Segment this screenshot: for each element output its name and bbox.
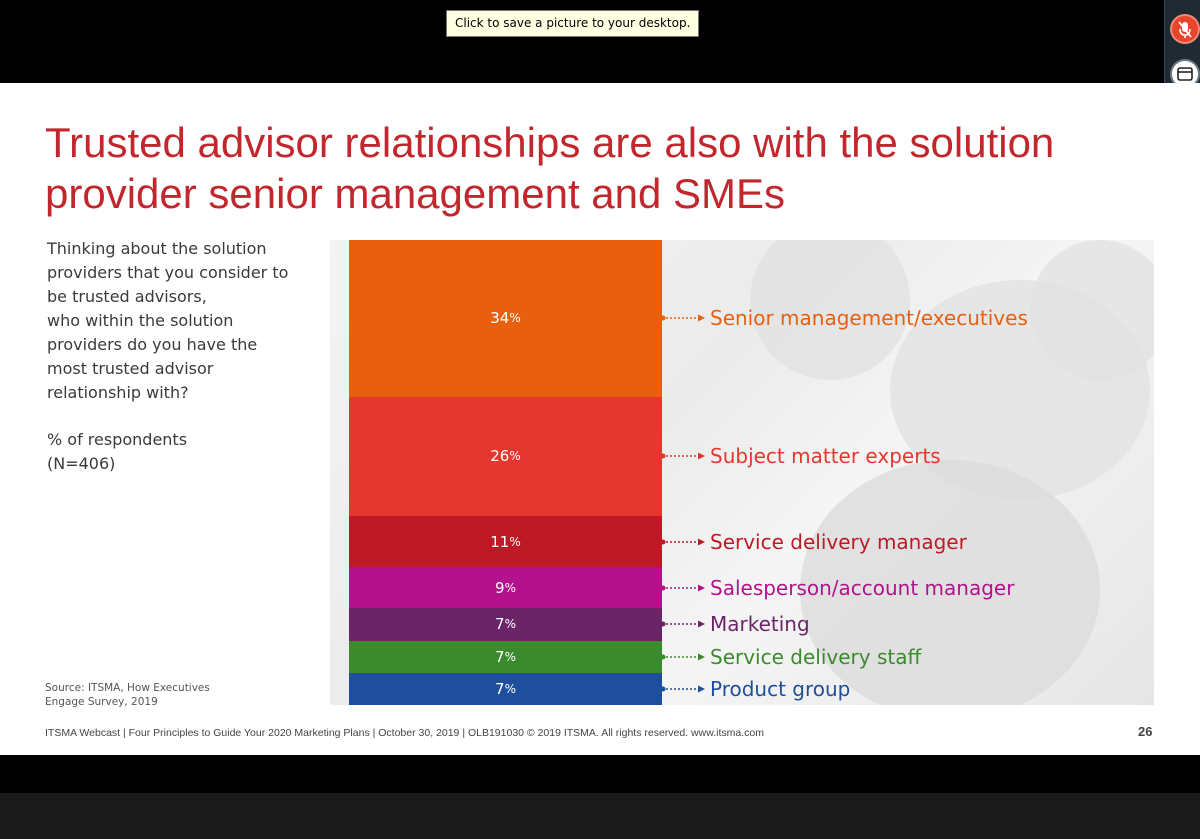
question-line: providers that you consider to bbox=[47, 263, 289, 282]
page-number: 26 bbox=[1138, 724, 1153, 739]
tooltip-text: Click to save a picture to your desktop. bbox=[455, 16, 691, 30]
bar-value-label: 26 bbox=[490, 447, 510, 466]
slide-footer: ITSMA Webcast | Four Principles to Guide… bbox=[45, 727, 764, 739]
bar-value-label: 7 bbox=[495, 615, 505, 634]
dotted-arrow-icon bbox=[660, 653, 705, 661]
category-label: Salesperson/account manager bbox=[660, 576, 1014, 600]
question-line: who within the solution bbox=[47, 311, 234, 330]
bottom-dark-bar bbox=[0, 793, 1200, 839]
stacked-bar-chart: 34% 26% 11% 9% 7% 7% 7% bbox=[349, 240, 662, 705]
dotted-arrow-icon bbox=[660, 584, 705, 592]
presentation-slide: Trusted advisor relationships are also w… bbox=[0, 83, 1200, 755]
source-line: Engage Survey, 2019 bbox=[45, 696, 158, 708]
category-label: Marketing bbox=[660, 612, 810, 636]
bar-segment: 7% bbox=[349, 640, 662, 673]
bar-segment: 11% bbox=[349, 516, 662, 567]
category-label: Product group bbox=[660, 677, 850, 701]
category-label-text: Service delivery manager bbox=[710, 529, 967, 554]
window-icon[interactable] bbox=[1172, 61, 1198, 87]
bar-unit-label: % bbox=[509, 311, 521, 326]
question-line: relationship with? bbox=[47, 383, 189, 402]
category-label-text: Service delivery staff bbox=[710, 644, 922, 669]
bar-unit-label: % bbox=[509, 449, 521, 464]
bar-unit-label: % bbox=[504, 617, 516, 632]
question-line: Thinking about the solution bbox=[47, 239, 267, 258]
category-label-text: Subject matter experts bbox=[710, 444, 941, 469]
bar-segment: 7% bbox=[349, 672, 662, 705]
bar-unit-label: % bbox=[504, 580, 516, 595]
bar-value-label: 7 bbox=[495, 679, 505, 698]
bar-segment: 26% bbox=[349, 396, 662, 517]
question-line: providers do you have the bbox=[47, 335, 258, 354]
bar-value-label: 11 bbox=[490, 532, 510, 551]
dotted-arrow-icon bbox=[660, 685, 705, 693]
category-label-text: Salesperson/account manager bbox=[710, 575, 1015, 600]
respondents-count: (N=406) bbox=[47, 454, 116, 473]
source-line: Source: ITSMA, How Executives bbox=[45, 682, 210, 694]
slide-title: Trusted advisor relationships are also w… bbox=[45, 119, 1055, 217]
bar-segment: 9% bbox=[349, 566, 662, 609]
source-note: Source: ITSMA, How Executives Engage Sur… bbox=[45, 681, 245, 709]
category-label: Senior management/executives bbox=[660, 306, 1028, 330]
mute-mic-icon[interactable] bbox=[1172, 16, 1198, 42]
category-label: Subject matter experts bbox=[660, 444, 941, 468]
save-picture-tooltip: Click to save a picture to your desktop. bbox=[446, 10, 700, 37]
bar-unit-label: % bbox=[504, 681, 516, 696]
respondents-note: % of respondents (N=406) bbox=[47, 428, 307, 476]
bar-value-label: 7 bbox=[495, 647, 505, 666]
category-label-text: Product group bbox=[710, 676, 851, 701]
question-line: be trusted advisors, bbox=[47, 287, 207, 306]
bar-unit-label: % bbox=[509, 534, 521, 549]
category-label: Service delivery staff bbox=[660, 645, 921, 669]
bar-unit-label: % bbox=[504, 649, 516, 664]
dotted-arrow-icon bbox=[660, 620, 705, 628]
bar-value-label: 34 bbox=[490, 309, 510, 328]
respondents-unit: % of respondents bbox=[47, 430, 188, 449]
category-label-text: Senior management/executives bbox=[710, 306, 1028, 331]
survey-question: Thinking about the solution providers th… bbox=[47, 237, 337, 405]
dotted-arrow-icon bbox=[660, 452, 705, 460]
category-label: Service delivery manager bbox=[660, 530, 967, 554]
bottom-black-bar bbox=[0, 755, 1200, 793]
bar-segment: 7% bbox=[349, 608, 662, 641]
bar-segment: 34% bbox=[349, 240, 662, 397]
category-label-text: Marketing bbox=[710, 612, 810, 637]
question-line: most trusted advisor bbox=[47, 359, 214, 378]
dotted-arrow-icon bbox=[660, 538, 705, 546]
dotted-arrow-icon bbox=[660, 314, 705, 322]
bar-value-label: 9 bbox=[495, 578, 505, 597]
